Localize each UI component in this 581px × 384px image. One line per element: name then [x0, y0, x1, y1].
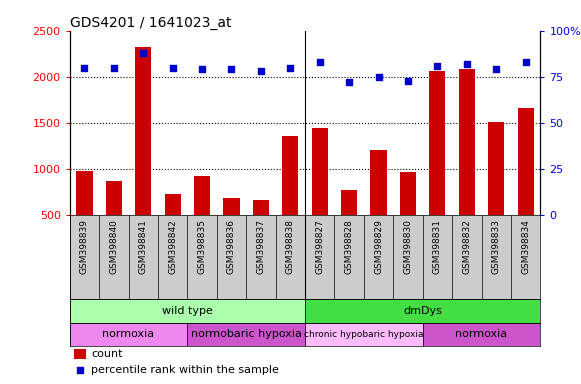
Text: GSM398827: GSM398827: [315, 220, 324, 274]
Text: GSM398842: GSM398842: [168, 220, 177, 274]
Text: normoxia: normoxia: [102, 329, 155, 339]
Point: [345, 79, 354, 86]
Bar: [282, 136, 299, 215]
Bar: [488, 122, 504, 215]
Bar: [70, 299, 305, 323]
Bar: [305, 299, 540, 323]
Bar: [194, 175, 210, 215]
Point: [433, 63, 442, 69]
Bar: [224, 198, 239, 215]
Point: [374, 74, 383, 80]
Bar: [341, 190, 357, 215]
Bar: [106, 180, 122, 215]
Bar: [400, 172, 416, 215]
Text: percentile rank within the sample: percentile rank within the sample: [91, 365, 279, 375]
Text: GSM398831: GSM398831: [433, 220, 442, 275]
Bar: [459, 70, 475, 215]
Text: GSM398836: GSM398836: [227, 220, 236, 275]
Text: normobaric hypoxia: normobaric hypoxia: [191, 329, 302, 339]
Bar: [70, 323, 187, 346]
Text: GSM398835: GSM398835: [198, 220, 207, 275]
Point: [168, 65, 177, 71]
Text: GSM398840: GSM398840: [109, 220, 119, 274]
Text: GDS4201 / 1641023_at: GDS4201 / 1641023_at: [70, 16, 231, 30]
Point: [227, 66, 236, 73]
Bar: [76, 171, 92, 215]
Text: GSM398830: GSM398830: [403, 220, 413, 275]
Text: dmDys: dmDys: [403, 306, 442, 316]
Point: [315, 59, 324, 65]
Point: [139, 50, 148, 56]
Bar: [371, 150, 386, 215]
Point: [109, 65, 119, 71]
Bar: [74, 349, 86, 359]
Point: [521, 59, 530, 65]
Bar: [423, 323, 540, 346]
Point: [286, 65, 295, 71]
Point: [256, 68, 266, 74]
Point: [80, 65, 89, 71]
Bar: [518, 108, 534, 215]
Text: count: count: [91, 349, 123, 359]
Text: GSM398839: GSM398839: [80, 220, 89, 275]
Text: GSM398828: GSM398828: [345, 220, 354, 274]
Point: [462, 61, 471, 67]
Text: wild type: wild type: [162, 306, 213, 316]
Bar: [135, 47, 151, 215]
Point: [403, 78, 413, 84]
Text: GSM398841: GSM398841: [139, 220, 148, 274]
Text: GSM398838: GSM398838: [286, 220, 295, 275]
Point: [198, 66, 207, 73]
Text: GSM398834: GSM398834: [521, 220, 530, 274]
Point: [76, 367, 85, 373]
Text: GSM398837: GSM398837: [256, 220, 266, 275]
Text: GSM398832: GSM398832: [462, 220, 471, 274]
Bar: [253, 200, 269, 215]
Point: [492, 66, 501, 73]
Bar: [305, 323, 423, 346]
Bar: [311, 127, 328, 215]
Text: GSM398833: GSM398833: [492, 220, 501, 275]
Bar: [429, 71, 446, 215]
Text: GSM398829: GSM398829: [374, 220, 383, 274]
Bar: [187, 323, 305, 346]
Text: normoxia: normoxia: [456, 329, 508, 339]
Text: chronic hypobaric hypoxia: chronic hypobaric hypoxia: [304, 330, 424, 339]
Bar: [164, 194, 181, 215]
